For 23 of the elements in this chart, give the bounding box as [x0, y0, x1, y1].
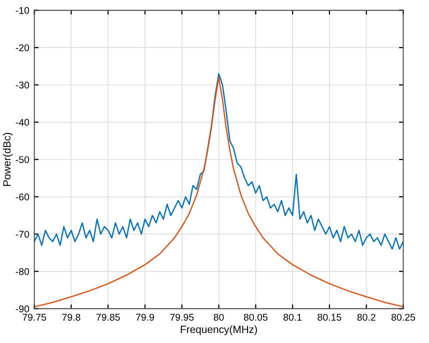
- y-tick-label: -50: [16, 156, 30, 164]
- x-tick-label: 79.8: [62, 314, 80, 321]
- x-tick-label: 79.95: [170, 314, 194, 321]
- x-tick-label: 79.9: [136, 314, 154, 321]
- y-tick-label: -40: [16, 118, 30, 126]
- y-tick-label: -10: [16, 7, 30, 14]
- y-tick-label: -90: [16, 305, 30, 312]
- x-tick-label: 79.85: [96, 314, 120, 321]
- line-series: [34, 73, 404, 250]
- y-tick-label: -70: [16, 230, 30, 238]
- y-tick-label: -80: [16, 268, 30, 276]
- x-tick-label: 80: [214, 314, 224, 321]
- x-tick-label: 80.1: [284, 314, 302, 321]
- x-tick-label: 79.75: [22, 314, 46, 321]
- x-tick-label: 80.25: [392, 314, 416, 321]
- x-axis-title: Frequency(MHz): [180, 325, 257, 336]
- y-tick-label: -60: [16, 194, 30, 200]
- y-tick-label: -20: [16, 44, 30, 52]
- x-tick-label: 80.2: [357, 314, 376, 321]
- y-tick-label: -30: [16, 82, 30, 89]
- x-tick-label: 80.15: [318, 314, 342, 321]
- x-tick-label: 80.05: [244, 314, 268, 321]
- y-axis-title: Power(dBc): [2, 132, 13, 186]
